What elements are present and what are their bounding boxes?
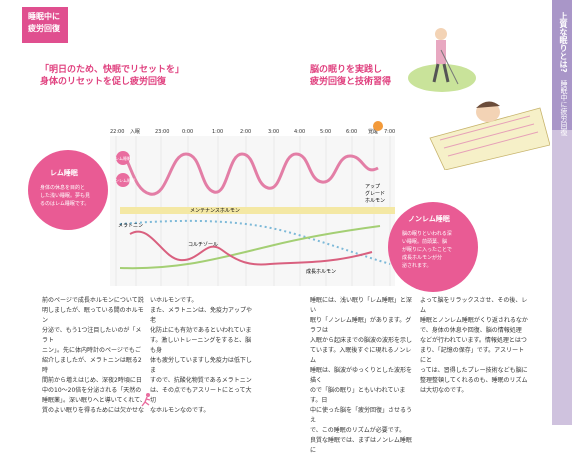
x-tick-label: 入眠 — [130, 129, 140, 135]
nonrem-circle-text: ノンレム睡眠 — [111, 177, 135, 183]
heading-left-line2: 身体のリセットを促し疲労回復 — [40, 77, 167, 87]
illustration — [408, 28, 550, 170]
x-tick-label: 1:00 — [212, 129, 223, 135]
rem-circle-label: レム睡眠 — [115, 151, 131, 165]
x-tick-label: 22:00 — [110, 129, 124, 135]
x-tick-label: 6:00 — [346, 129, 357, 135]
x-tick-label: 7:00 — [384, 129, 395, 135]
sidebar-title: 上質な眠りとは? — [559, 12, 568, 73]
section-tag: 睡眠中に 疲労回復 — [22, 7, 68, 43]
sleeping-man-illustration — [429, 101, 550, 170]
sleep-chart: 22:00 入眠 23:00 0:00 1:00 2:00 3:00 4:00 5:00 6:00… — [110, 120, 395, 286]
x-tick-label: 23:00 — [155, 129, 169, 135]
heading-right-line1: 脳の眠りを実践し — [310, 65, 383, 75]
x-axis-labels: 22:00 入眠 23:00 0:00 1:00 2:00 3:00 4:00 5:00 6:00… — [110, 128, 395, 135]
text-column-1: 前のページで成長ホルモンについて説 明しましたが、眠っている間のホルモン 分泌で… — [42, 297, 146, 414]
heading-left-line1: 「明日のため、快眠でリセットを」 — [40, 65, 185, 75]
golfer-illustration — [408, 28, 476, 92]
sidebar-header — [552, 0, 572, 130]
maintenance-label: メンテナンスホルモン — [190, 208, 240, 214]
nonrem-callout-text: 脳の眠りといわれる深 い睡眠。前頭葉、脳 が眠りに入ったことで 成長ホルモンが分… — [402, 231, 452, 269]
upgrade-label-3: ホルモン — [365, 198, 385, 204]
rem-callout-text: 身体の休息を目的と した浅い睡眠。夢も見 るのはレム睡眠です。 — [40, 185, 91, 207]
growth-hormone-label: 成長ホルモン — [306, 268, 336, 275]
section-tag-line2: 疲労回復 — [28, 24, 60, 33]
runner-icon — [141, 393, 151, 407]
x-tick-label: 3:00 — [268, 129, 279, 135]
rem-callout-title: レム睡眠 — [50, 169, 78, 177]
rem-circle-text: レム睡眠 — [115, 155, 131, 161]
sidebar-subtitle: 睡眠中に疲労回復 — [560, 80, 568, 136]
heading-right-line2: 疲労回復と技術習得 — [310, 77, 392, 87]
text-column-3: 睡眠には、浅い眠り「レム睡眠」と深い 眠り「ノンレム睡眠」があります。グラフは … — [310, 297, 413, 454]
melatonin-line — [119, 219, 391, 265]
melatonin-label: メラトニン — [118, 223, 143, 229]
upgrade-label-1: アップ — [365, 184, 380, 190]
moon-icon — [110, 120, 112, 128]
nonrem-circle-label: ノンレム睡眠 — [111, 173, 135, 187]
heading-left: 「明日のため、快眠でリセットを」 身体のリセットを促し疲労回復 — [40, 64, 184, 88]
cortisol-label: コルチゾール — [188, 242, 218, 248]
heading-right: 脳の眠りを実践し 疲労回復と技術習得 — [310, 64, 391, 88]
x-tick-label: 0:00 — [182, 129, 193, 135]
rem-sleep-line — [119, 152, 379, 196]
x-tick-label: 2:00 — [240, 129, 251, 135]
nonrem-callout-title: ノンレム睡眠 — [408, 215, 450, 223]
sun-icon — [373, 121, 383, 131]
nonrem-callout: ノンレム睡眠 脳の眠りといわれる深 い睡眠。前頭葉、脳 が眠りに入ったことで 成… — [388, 202, 478, 292]
x-tick-label: 5:00 — [320, 129, 331, 135]
x-tick-label: 4:00 — [294, 129, 305, 135]
section-tag-line1: 睡眠中に — [28, 12, 60, 21]
rem-callout: レム睡眠 身体の休息を目的と した浅い睡眠。夢も見 るのはレム睡眠です。 — [28, 150, 108, 230]
text-column-2: いホルモンです。 また、メラトニンは、免疫力アップや老 化防止にも有効であるとい… — [150, 297, 253, 414]
x-tick-label: 覚醒 — [368, 128, 378, 135]
maintenance-hormone-band — [120, 207, 395, 214]
growth-hormone-line — [129, 230, 373, 266]
text-column-4: よって脳をリラックスさせ、その後、レム 睡眠とノンレム睡眠がくり返されるなか で… — [420, 297, 528, 394]
upgrade-label-2: グレード — [365, 190, 385, 197]
cortisol-line — [119, 225, 381, 270]
